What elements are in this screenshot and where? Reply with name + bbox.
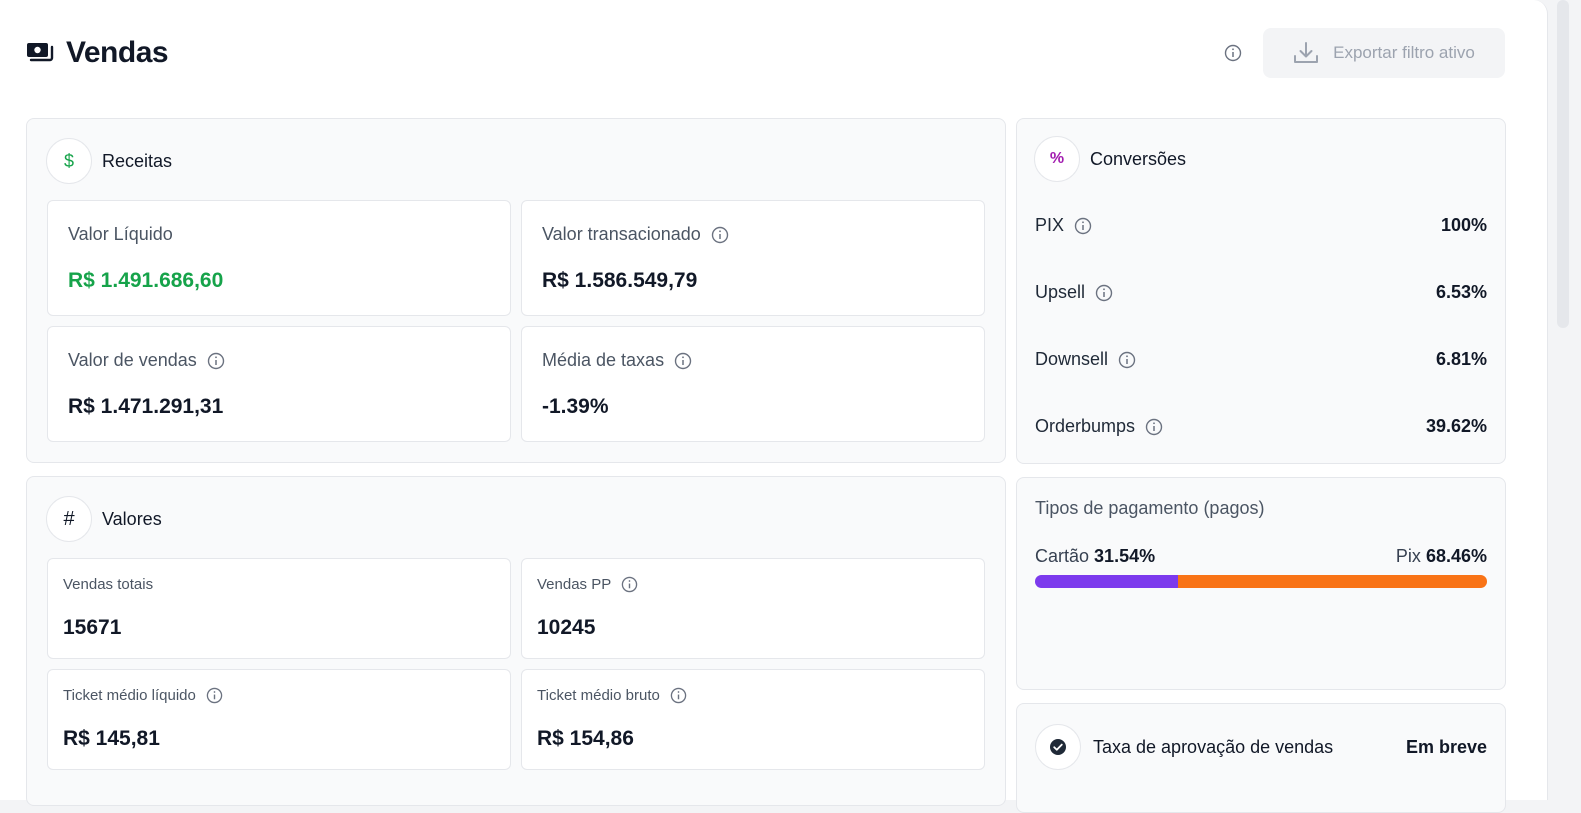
conversion-row-orderbumps: Orderbumps 39.62% (1035, 416, 1487, 437)
conversion-label: Upsell (1035, 282, 1086, 302)
conversoes-card: % Conversões PIX 100% Upsell 6.53% Downs… (1016, 118, 1506, 464)
metric-ticket-medio-liquido: Ticket médio líquido R$ 145,81 (47, 669, 511, 770)
metric-value: 10245 (537, 616, 596, 639)
payment-pix-value: 68.46% (1425, 546, 1487, 566)
info-icon[interactable] (206, 687, 223, 704)
metric-valor-liquido: Valor Líquido R$ 1.491.686,60 (47, 200, 511, 316)
payment-card-label: Cartão (1035, 546, 1090, 566)
metric-value: R$ 1.471.291,31 (68, 395, 224, 418)
metric-label: Vendas totais (63, 576, 154, 593)
conversion-value: 6.81% (1435, 349, 1487, 369)
info-icon[interactable] (207, 352, 225, 370)
metric-valor-de-vendas: Valor de vendas R$ 1.471.291,31 (47, 326, 511, 442)
conversion-value: 6.53% (1435, 282, 1487, 302)
payment-types-title: Tipos de pagamento (pagos) (1035, 498, 1265, 518)
info-icon[interactable] (1118, 351, 1136, 369)
metric-vendas-pp: Vendas PP 10245 (521, 558, 985, 659)
export-button[interactable]: Exportar filtro ativo (1263, 28, 1505, 78)
metric-vendas-totais: Vendas totais 15671 (47, 558, 511, 659)
metric-value: -1.39% (542, 395, 609, 418)
hash-icon: # (46, 496, 92, 542)
payment-card-legend: Cartão 31.54% (1035, 546, 1155, 567)
metric-label: Valor de vendas (68, 350, 197, 370)
payment-pix-legend: Pix 68.46% (1396, 546, 1487, 567)
receitas-title: Receitas (102, 150, 173, 171)
conversion-label: Downsell (1035, 349, 1109, 369)
metric-value: R$ 154,86 (537, 727, 634, 750)
metric-value: R$ 1.586.549,79 (542, 269, 698, 292)
export-button-label: Exportar filtro ativo (1333, 43, 1475, 62)
metric-label: Ticket médio bruto (537, 687, 660, 704)
money-icon (26, 40, 56, 66)
metric-label: Ticket médio líquido (63, 687, 196, 704)
info-icon[interactable] (670, 687, 687, 704)
conversion-row-downsell: Downsell 6.81% (1035, 349, 1487, 370)
payment-pix-label: Pix (1395, 546, 1421, 566)
payment-legend: Cartão 31.54% Pix 68.46% (1035, 546, 1487, 567)
valores-title: Valores (102, 508, 162, 529)
info-icon[interactable] (674, 352, 692, 370)
conversion-value: 39.62% (1425, 416, 1487, 436)
scrollbar-thumb[interactable] (1557, 0, 1569, 328)
percent-icon: % (1034, 136, 1080, 182)
metric-label: Vendas PP (537, 576, 612, 593)
conversion-row-upsell: Upsell 6.53% (1035, 282, 1487, 303)
conversoes-title: Conversões (1090, 148, 1187, 169)
receitas-card: $ Receitas Valor Líquido R$ 1.491.686,60… (26, 118, 1006, 463)
info-icon[interactable] (711, 226, 729, 244)
metric-value: 15671 (63, 616, 122, 639)
info-icon[interactable] (1095, 284, 1113, 302)
metric-label: Valor Líquido (68, 224, 173, 244)
approval-rate-label: Taxa de aprovação de vendas (1093, 736, 1334, 757)
payment-types-card: Tipos de pagamento (pagos) Cartão 31.54%… (1016, 477, 1506, 690)
payment-pix-segment (1177, 575, 1487, 588)
download-icon (1293, 41, 1319, 65)
metric-label: Valor transacionado (542, 224, 701, 244)
approval-rate-status: Em breve (1405, 736, 1487, 757)
conversion-row-pix: PIX 100% (1035, 215, 1487, 236)
page-header: Vendas Exportar filtro ativo (26, 28, 1505, 78)
metric-value: R$ 145,81 (63, 727, 160, 750)
metric-ticket-medio-bruto: Ticket médio bruto R$ 154,86 (521, 669, 985, 770)
payment-card-segment (1035, 575, 1178, 588)
info-icon[interactable] (1145, 418, 1163, 436)
conversion-label: PIX (1035, 215, 1065, 235)
check-circle-icon (1035, 724, 1081, 770)
conversion-value: 100% (1440, 215, 1487, 235)
metric-label: Média de taxas (542, 350, 665, 370)
payment-card-value: 31.54% (1094, 546, 1156, 566)
valores-card: # Valores Vendas totais 15671 Vendas PP … (26, 476, 1006, 806)
dollar-icon: $ (46, 138, 92, 184)
info-icon[interactable] (1221, 41, 1245, 65)
metric-media-de-taxas: Média de taxas -1.39% (521, 326, 985, 442)
page-title: Vendas (66, 36, 169, 69)
approval-rate-card: Taxa de aprovação de vendas Em breve (1016, 703, 1506, 813)
info-icon[interactable] (1074, 217, 1092, 235)
metric-valor-transacionado: Valor transacionado R$ 1.586.549,79 (521, 200, 985, 316)
conversion-label: Orderbumps (1035, 416, 1136, 436)
info-icon[interactable] (621, 576, 638, 593)
payment-split-bar (1035, 575, 1487, 588)
metric-value: R$ 1.491.686,60 (68, 269, 224, 292)
